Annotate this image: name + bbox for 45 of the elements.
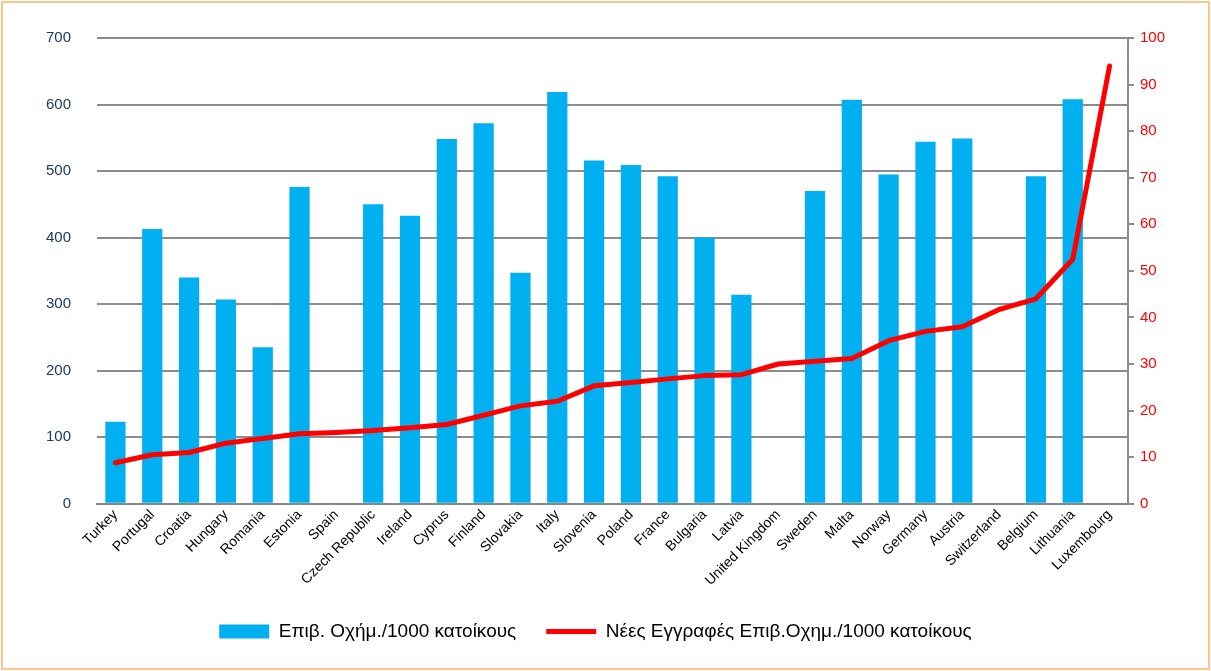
bar	[731, 294, 752, 503]
legend-label: Επιβ. Οχήμ./1000 κατοίκους	[278, 619, 517, 641]
bar	[142, 228, 163, 503]
y2-tick-label: 70	[1139, 167, 1157, 185]
y-tick-label: 200	[46, 360, 72, 378]
y-tick-label: 300	[46, 294, 72, 312]
bar	[399, 215, 421, 503]
bar	[804, 191, 826, 503]
y2-tick-label: 40	[1139, 307, 1157, 325]
y2-tick-label: 30	[1139, 354, 1157, 372]
bar	[915, 141, 936, 503]
y2-tick-label: 90	[1139, 74, 1157, 92]
bar	[105, 421, 126, 503]
y2-tick-label: 20	[1139, 400, 1157, 418]
y-tick-label: 500	[46, 161, 72, 179]
bar	[289, 187, 310, 503]
y2-tick-label: 0	[1139, 493, 1149, 511]
bar	[878, 174, 899, 503]
bar	[436, 139, 457, 503]
y-tick-label: 700	[46, 28, 72, 46]
bar	[215, 299, 237, 503]
y-tick-label: 600	[46, 94, 72, 112]
bar	[547, 91, 568, 503]
y2-tick-label: 80	[1139, 121, 1157, 139]
y-tick-label: 0	[62, 493, 72, 511]
bar	[1025, 176, 1047, 503]
bar	[620, 165, 642, 503]
bar	[583, 160, 605, 503]
bar	[473, 123, 494, 503]
bar	[510, 272, 531, 503]
bar	[252, 347, 273, 503]
bar	[657, 176, 678, 503]
bar	[841, 99, 862, 503]
bar	[178, 277, 200, 503]
y2-tick-label: 10	[1139, 447, 1157, 465]
legend-label: Νέες Εγγραφές Επιβ.Οχημ./1000 κατοίκους	[605, 619, 972, 641]
y-tick-label: 400	[46, 227, 72, 245]
y-tick-label: 100	[46, 427, 72, 445]
bar	[952, 138, 973, 503]
bar	[363, 204, 384, 503]
y2-tick-label: 100	[1139, 28, 1165, 46]
bar	[1062, 99, 1083, 503]
y2-tick-label: 60	[1139, 214, 1157, 232]
bar	[694, 237, 715, 503]
y2-tick-label: 50	[1139, 260, 1157, 278]
